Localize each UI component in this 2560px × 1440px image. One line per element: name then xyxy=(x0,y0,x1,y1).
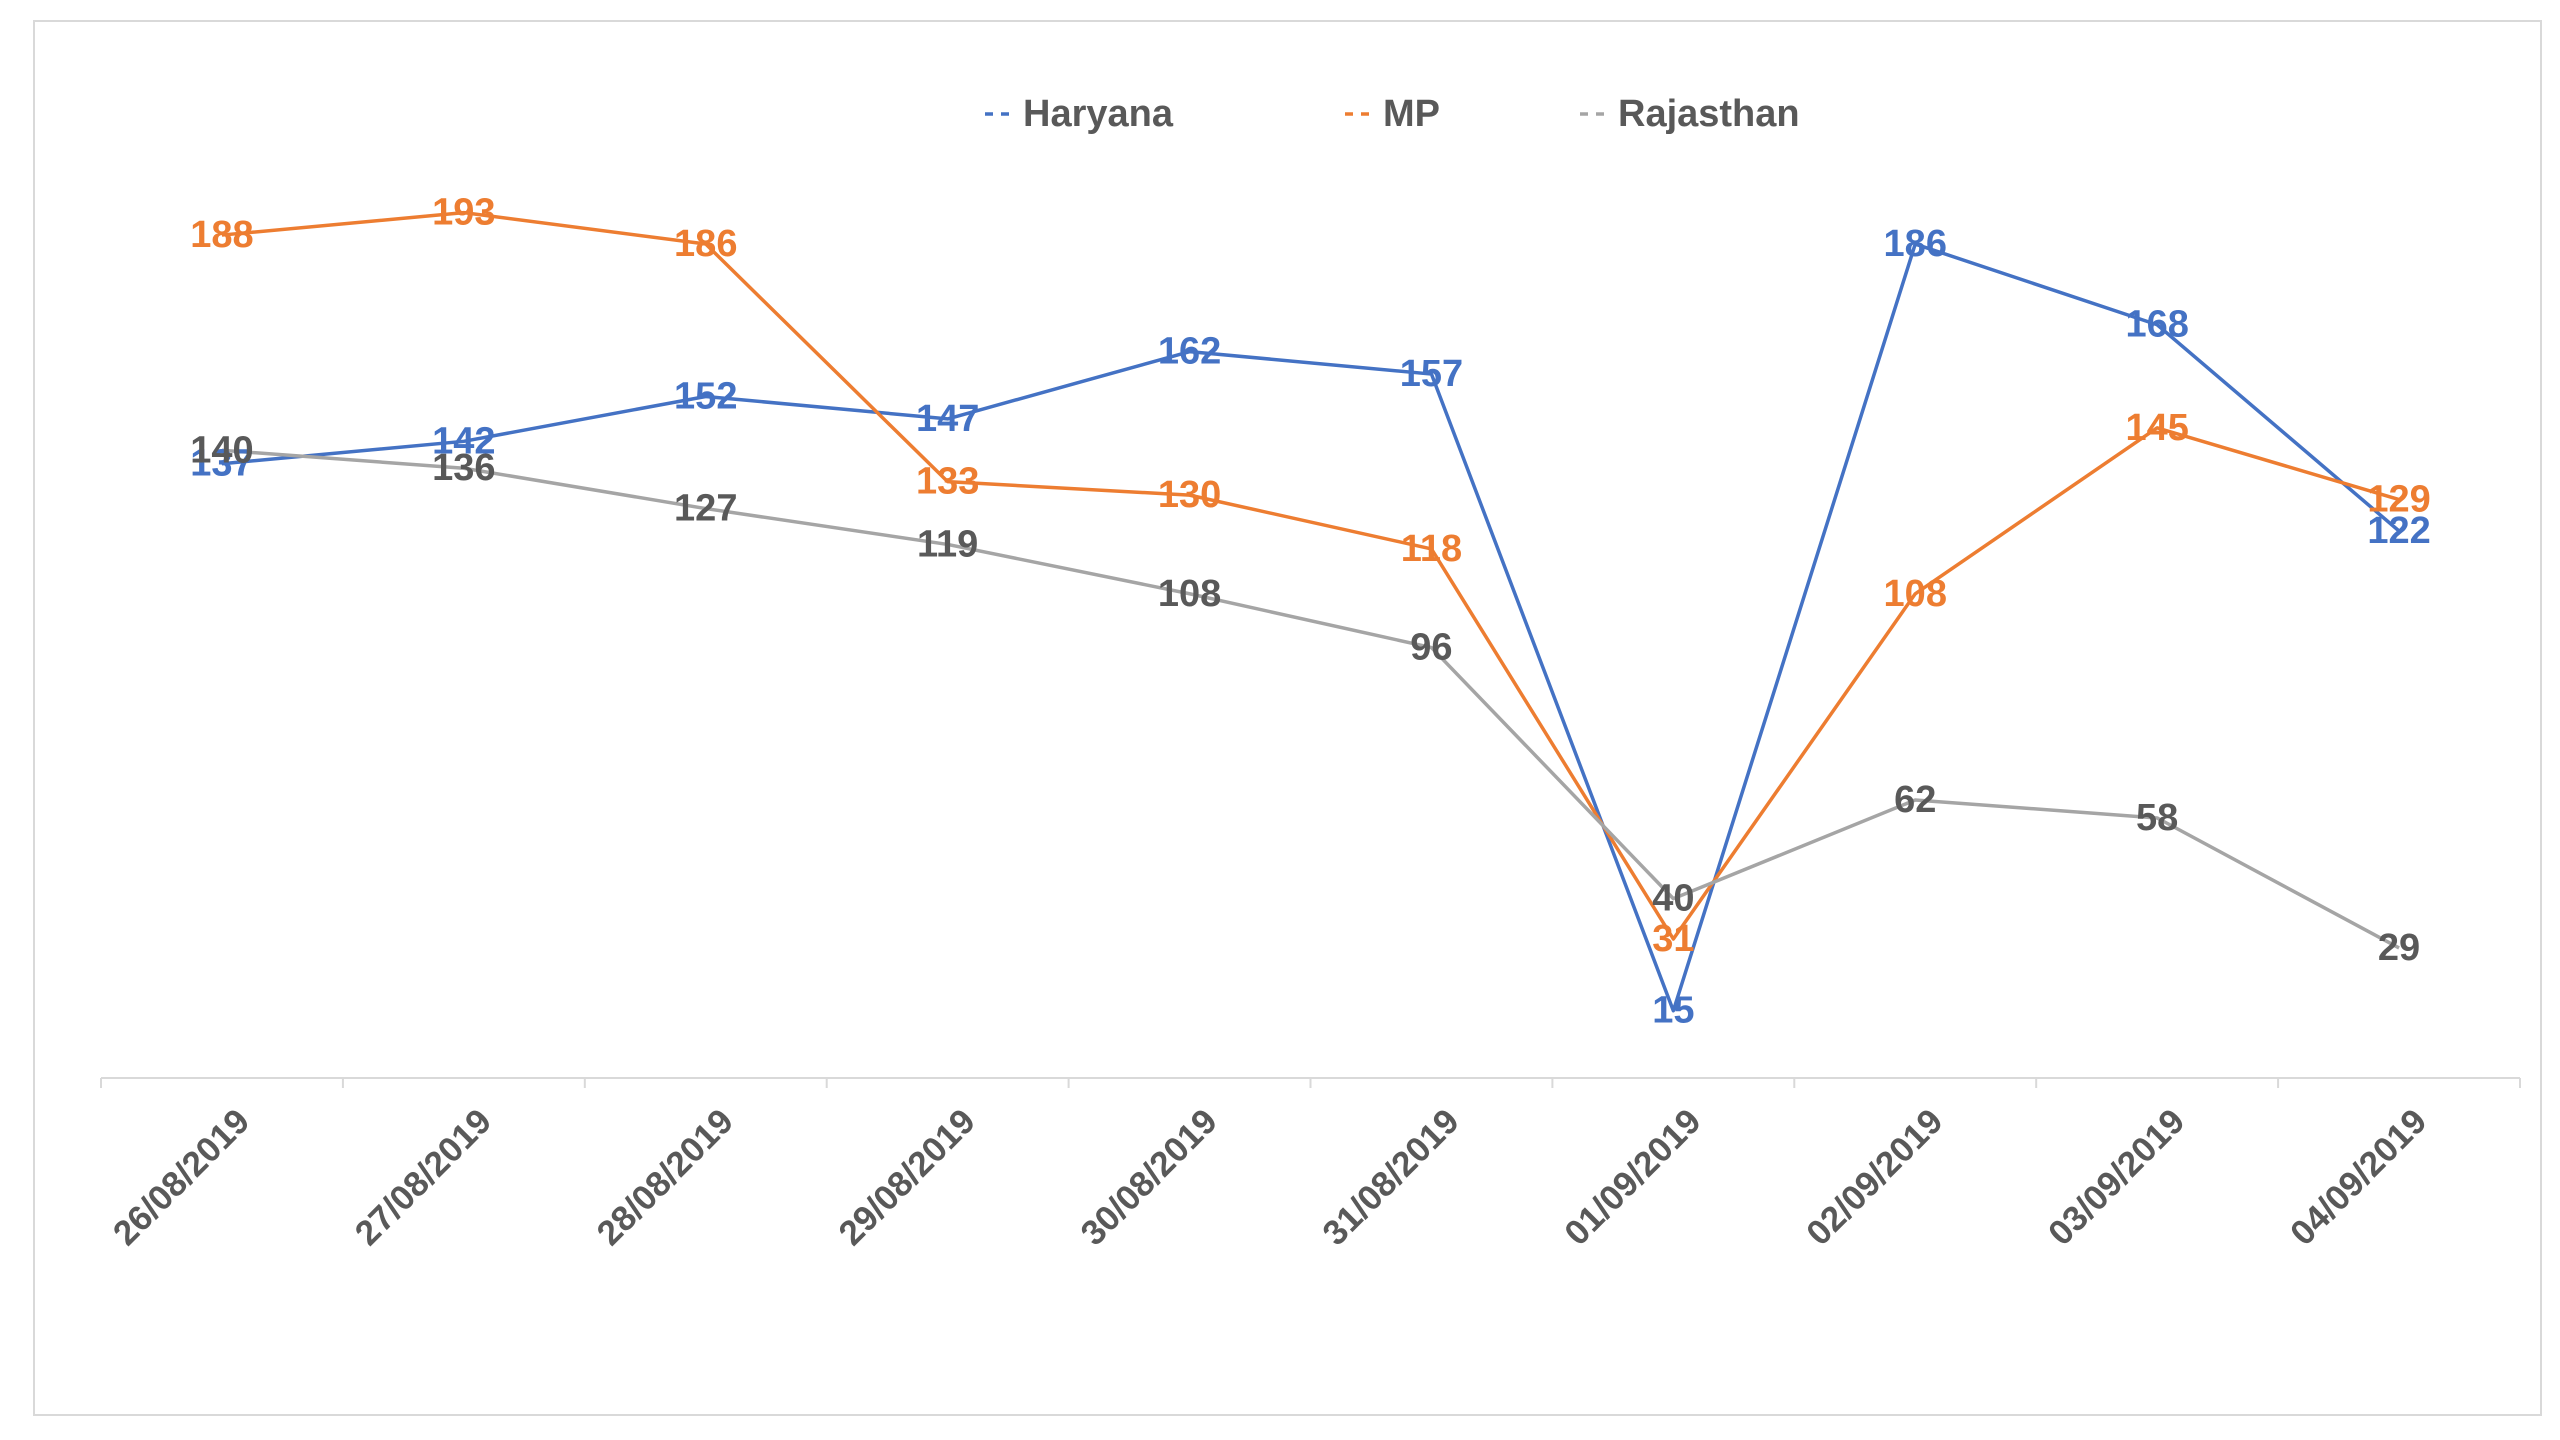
data-label: 137 xyxy=(190,443,253,485)
legend-entry: Rajasthan xyxy=(1618,93,1800,135)
data-label: 15 xyxy=(1652,990,1694,1032)
x-tick-label: 29/08/2019 xyxy=(831,1102,982,1253)
series-line-rajasthan xyxy=(221,448,2400,950)
data-label: 122 xyxy=(2367,510,2430,552)
x-tick-label: 31/08/2019 xyxy=(1315,1102,1466,1253)
data-label: 186 xyxy=(1884,223,1947,265)
data-label: 136 xyxy=(432,447,495,489)
data-label: 147 xyxy=(916,398,979,440)
data-label: 152 xyxy=(674,375,737,417)
x-tick-label: 28/08/2019 xyxy=(589,1102,740,1253)
series-line-mp xyxy=(221,210,2400,941)
data-label: 162 xyxy=(1158,331,1221,373)
legend-entry: MP xyxy=(1383,93,1440,135)
data-labels: 137 142 152 147 162 157 15 186 168 122 188 193 186 13… xyxy=(190,192,2431,1032)
data-label: 142 xyxy=(432,420,495,462)
data-label: 96 xyxy=(1410,627,1452,669)
data-label: 58 xyxy=(2136,797,2178,839)
data-label: 119 xyxy=(917,523,978,565)
data-label: 118 xyxy=(1401,528,1462,570)
data-label: 145 xyxy=(2125,407,2188,449)
x-tick-label: 01/09/2019 xyxy=(1557,1102,1708,1253)
legend: Haryana MP Rajasthan xyxy=(985,93,1800,135)
chart-frame: Haryana MP Rajasthan 137 142 152 147 162 157 15 1… xyxy=(33,20,2542,1416)
x-tick-label: 04/09/2019 xyxy=(2283,1102,2434,1253)
data-label: 186 xyxy=(674,223,737,265)
data-label: 157 xyxy=(1400,353,1463,395)
data-label: 127 xyxy=(674,488,737,530)
data-label: 130 xyxy=(1158,474,1221,516)
data-label: 133 xyxy=(916,461,979,503)
data-label: 108 xyxy=(1884,573,1947,615)
series-lines xyxy=(221,210,2401,1013)
data-label: 129 xyxy=(2367,479,2430,521)
x-axis xyxy=(100,1077,2521,1088)
data-label: 108 xyxy=(1158,573,1221,615)
data-label: 168 xyxy=(2125,304,2188,346)
data-label: 31 xyxy=(1652,918,1694,960)
data-label: 188 xyxy=(190,214,253,256)
data-label: 62 xyxy=(1894,779,1936,821)
x-tick-label: 02/09/2019 xyxy=(1799,1102,1950,1253)
x-tick-label: 30/08/2019 xyxy=(1073,1102,1224,1253)
series-line-haryana xyxy=(221,242,2401,1013)
x-tick-labels: 26/08/2019 27/08/2019 28/08/2019 29/08/2019… xyxy=(106,1102,2435,1253)
data-label: 29 xyxy=(2378,927,2420,969)
legend-entry: Haryana xyxy=(1023,93,1174,135)
x-tick-label: 27/08/2019 xyxy=(348,1102,499,1253)
data-label: 40 xyxy=(1652,878,1694,920)
x-tick-label: 03/09/2019 xyxy=(2041,1102,2192,1253)
data-label: 193 xyxy=(432,192,495,234)
x-tick-label: 26/08/2019 xyxy=(106,1102,257,1253)
data-label: 140 xyxy=(190,429,253,471)
line-chart: Haryana MP Rajasthan 137142152147162157151… xyxy=(100,93,2521,1253)
